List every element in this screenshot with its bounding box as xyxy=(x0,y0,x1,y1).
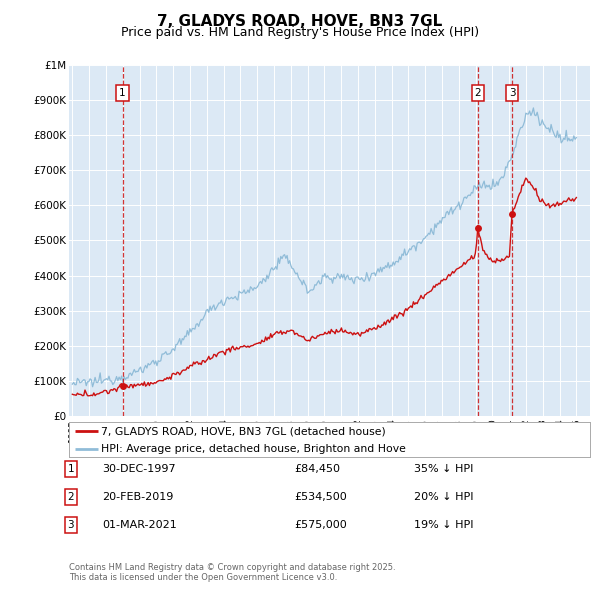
Text: Price paid vs. HM Land Registry's House Price Index (HPI): Price paid vs. HM Land Registry's House … xyxy=(121,26,479,39)
Text: £84,450: £84,450 xyxy=(294,464,340,474)
Text: Contains HM Land Registry data © Crown copyright and database right 2025.
This d: Contains HM Land Registry data © Crown c… xyxy=(69,563,395,582)
Text: HPI: Average price, detached house, Brighton and Hove: HPI: Average price, detached house, Brig… xyxy=(101,444,406,454)
Text: £534,500: £534,500 xyxy=(294,492,347,502)
Text: 20-FEB-2019: 20-FEB-2019 xyxy=(102,492,173,502)
Text: 7, GLADYS ROAD, HOVE, BN3 7GL (detached house): 7, GLADYS ROAD, HOVE, BN3 7GL (detached … xyxy=(101,427,386,437)
Text: 35% ↓ HPI: 35% ↓ HPI xyxy=(414,464,473,474)
Text: 30-DEC-1997: 30-DEC-1997 xyxy=(102,464,176,474)
Text: 19% ↓ HPI: 19% ↓ HPI xyxy=(414,520,473,530)
Text: 1: 1 xyxy=(119,88,126,98)
Text: 1: 1 xyxy=(67,464,74,474)
Text: 3: 3 xyxy=(509,88,515,98)
Text: 7, GLADYS ROAD, HOVE, BN3 7GL: 7, GLADYS ROAD, HOVE, BN3 7GL xyxy=(157,14,443,30)
Text: 3: 3 xyxy=(67,520,74,530)
Text: 01-MAR-2021: 01-MAR-2021 xyxy=(102,520,177,530)
Text: 2: 2 xyxy=(475,88,481,98)
Text: 2: 2 xyxy=(67,492,74,502)
Text: 20% ↓ HPI: 20% ↓ HPI xyxy=(414,492,473,502)
Text: £575,000: £575,000 xyxy=(294,520,347,530)
